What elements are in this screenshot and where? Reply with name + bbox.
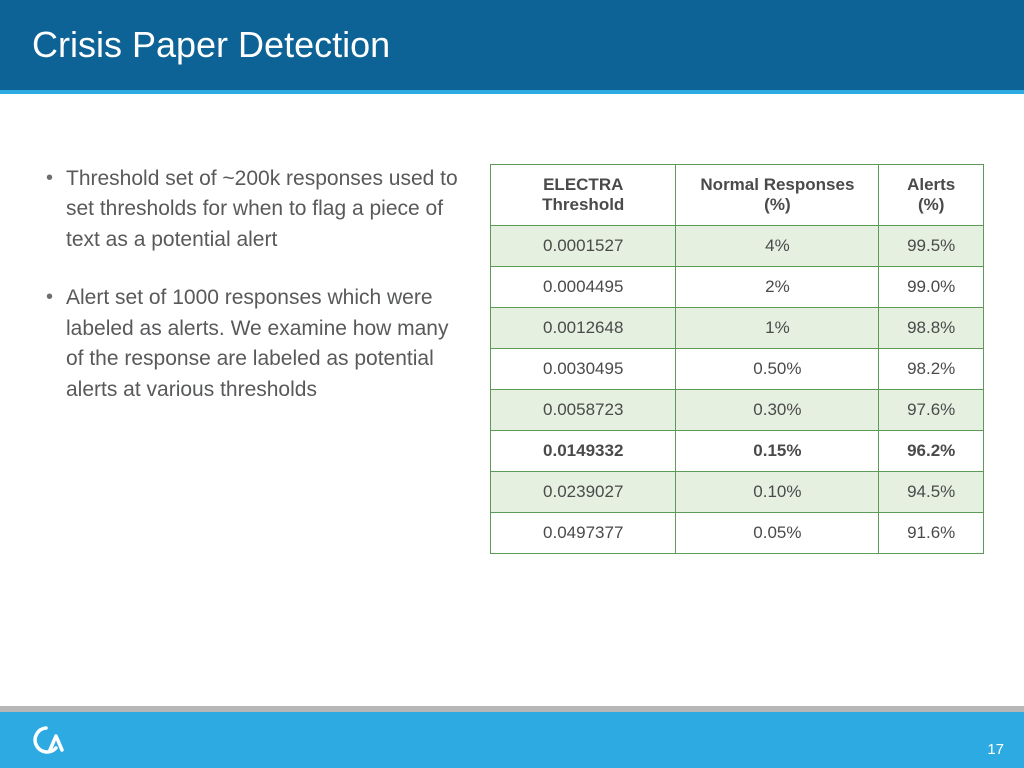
- table-cell: 98.8%: [879, 308, 984, 349]
- bullet-list: Threshold set of ~200k responses used to…: [40, 164, 460, 405]
- table-cell: 0.0004495: [491, 267, 676, 308]
- table-cell: 98.2%: [879, 349, 984, 390]
- table-cell: 0.10%: [676, 472, 879, 513]
- page-title: Crisis Paper Detection: [32, 24, 390, 66]
- table-cell: 0.0030495: [491, 349, 676, 390]
- table-cell: 99.5%: [879, 226, 984, 267]
- footer-bar: 17: [0, 712, 1024, 768]
- page-number: 17: [987, 741, 1004, 758]
- table-cell: 0.0497377: [491, 513, 676, 554]
- table-row: 0.02390270.10%94.5%: [491, 472, 984, 513]
- table-row: 0.00015274%99.5%: [491, 226, 984, 267]
- content-area: Threshold set of ~200k responses used to…: [0, 94, 1024, 554]
- table-cell: 94.5%: [879, 472, 984, 513]
- table-cell: 2%: [676, 267, 879, 308]
- table-cell: 4%: [676, 226, 879, 267]
- threshold-table: ELECTRA Threshold Normal Responses (%) A…: [490, 164, 984, 554]
- table-cell: 97.6%: [879, 390, 984, 431]
- table-row: 0.04973770.05%91.6%: [491, 513, 984, 554]
- col-header: ELECTRA Threshold: [491, 165, 676, 226]
- table-cell: 0.0149332: [491, 431, 676, 472]
- footer: 17: [0, 706, 1024, 768]
- table-cell: 96.2%: [879, 431, 984, 472]
- table-cell: 0.30%: [676, 390, 879, 431]
- table-cell: 99.0%: [879, 267, 984, 308]
- table-row: 0.00304950.50%98.2%: [491, 349, 984, 390]
- table-cell: 91.6%: [879, 513, 984, 554]
- table-row: 0.00126481%98.8%: [491, 308, 984, 349]
- slide: Crisis Paper Detection Threshold set of …: [0, 0, 1024, 768]
- table-cell: 0.05%: [676, 513, 879, 554]
- bullet-list-region: Threshold set of ~200k responses used to…: [40, 164, 460, 554]
- table-region: ELECTRA Threshold Normal Responses (%) A…: [490, 164, 984, 554]
- brand-logo-icon: [26, 724, 66, 756]
- table-cell: 0.0012648: [491, 308, 676, 349]
- table-row: 0.00044952%99.0%: [491, 267, 984, 308]
- bullet-item: Threshold set of ~200k responses used to…: [40, 164, 460, 255]
- table-cell: 0.15%: [676, 431, 879, 472]
- col-header: Normal Responses (%): [676, 165, 879, 226]
- table-row: 0.00587230.30%97.6%: [491, 390, 984, 431]
- bullet-item: Alert set of 1000 responses which were l…: [40, 283, 460, 405]
- table-cell: 0.0058723: [491, 390, 676, 431]
- table-header-row: ELECTRA Threshold Normal Responses (%) A…: [491, 165, 984, 226]
- table-cell: 0.0001527: [491, 226, 676, 267]
- table-row: 0.01493320.15%96.2%: [491, 431, 984, 472]
- title-bar: Crisis Paper Detection: [0, 0, 1024, 90]
- table-cell: 1%: [676, 308, 879, 349]
- table-cell: 0.0239027: [491, 472, 676, 513]
- col-header: Alerts (%): [879, 165, 984, 226]
- table-cell: 0.50%: [676, 349, 879, 390]
